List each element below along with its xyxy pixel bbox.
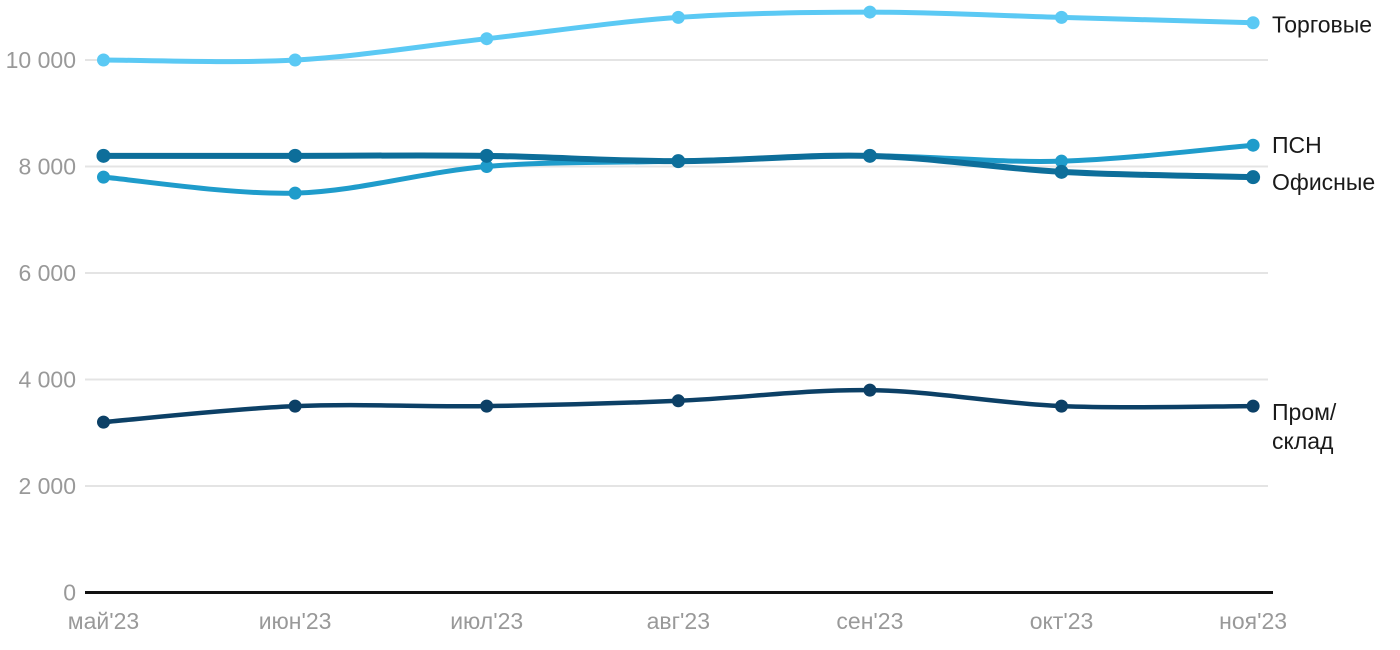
x-axis-tick-label: июл'23 [450,608,523,634]
x-axis-tick-label: окт'23 [1030,608,1094,634]
data-point-Пром/склад-4[interactable] [671,394,685,408]
x-axis-tick-label: июн'23 [259,608,332,634]
series-label-ПСН: ПСН [1272,132,1322,158]
data-point-Пром/склад-7[interactable] [1246,399,1260,413]
series-line-2 [101,142,1256,196]
data-point-Торговые-5[interactable] [863,5,877,19]
data-point-Торговые-6[interactable] [1055,10,1068,24]
y-axis-tick-label: 2 000 [18,473,76,499]
data-point-Торговые-3[interactable] [480,32,494,46]
data-point-Офисные-4[interactable] [671,154,686,169]
x-axis-tick-label: сен'23 [836,608,903,634]
y-axis-tick-label: 4 000 [18,367,76,393]
series-label-Пром/склад: Пром/ [1272,399,1337,425]
data-point-ПСН-3[interactable] [480,160,494,173]
series-label-Пром/склад: склад [1272,428,1334,454]
y-axis-tick-label: 8 000 [18,154,76,180]
y-axis-tick-label: 0 [63,580,76,606]
series-label-Офисные: Офисные [1272,169,1375,195]
data-point-Офисные-6[interactable] [1054,164,1069,179]
data-point-Пром/склад-1[interactable] [97,415,110,429]
y-axis-tick-label: 10 000 [6,47,76,73]
data-point-Офисные-2[interactable] [288,148,303,163]
y-axis-tick-label: 6 000 [18,260,76,286]
series-label-Торговые: Торговые [1272,12,1372,38]
x-axis-tick-label: ноя'23 [1219,608,1287,634]
data-point-Пром/склад-2[interactable] [288,399,302,413]
data-point-Офисные-1[interactable] [96,148,111,163]
data-point-Торговые-4[interactable] [671,10,685,24]
data-point-ПСН-7[interactable] [1246,138,1260,152]
data-point-Офисные-7[interactable] [1246,170,1261,185]
data-point-Торговые-1[interactable] [97,53,110,67]
data-point-Офисные-3[interactable] [479,148,494,163]
x-axis-tick-label: май'23 [68,608,139,634]
data-point-ПСН-2[interactable] [288,186,302,200]
data-point-ПСН-1[interactable] [97,170,110,184]
data-point-Офисные-5[interactable] [862,148,877,163]
data-point-Торговые-2[interactable] [288,53,302,67]
data-point-Пром/склад-5[interactable] [863,383,877,397]
x-axis-tick-label: авг'23 [647,608,710,634]
data-point-Пром/склад-3[interactable] [480,399,494,413]
data-point-Пром/склад-6[interactable] [1055,399,1068,413]
data-point-ПСН-6[interactable] [1055,154,1068,168]
data-point-Торговые-7[interactable] [1246,16,1260,30]
